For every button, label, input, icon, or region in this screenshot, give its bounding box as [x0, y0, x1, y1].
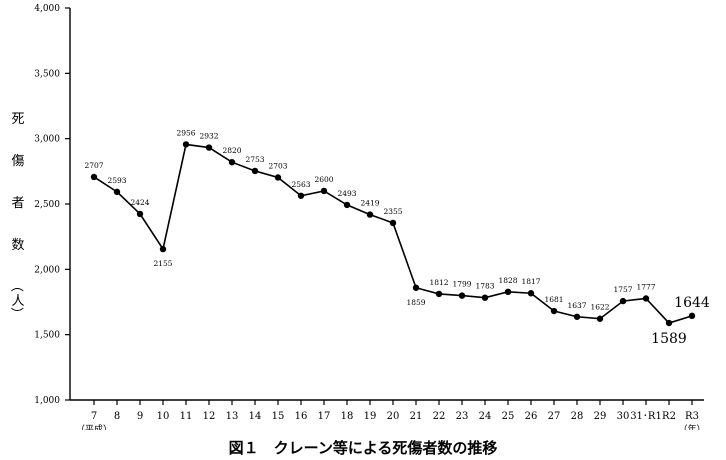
data-label: 1859: [406, 298, 425, 307]
data-label: 1622: [590, 303, 609, 312]
data-label: 1799: [452, 280, 471, 289]
data-point: [527, 290, 535, 297]
data-label: 2600: [314, 175, 333, 184]
x-tick-label: 10: [157, 411, 170, 422]
x-tick-label: 19: [364, 411, 377, 422]
x-tick-label: 12: [203, 411, 216, 422]
data-point: [619, 297, 627, 305]
x-tick-label: 17: [318, 411, 331, 422]
y-axis-title-char: 死: [11, 112, 25, 127]
data-point: [205, 144, 213, 151]
data-label: 2493: [337, 189, 356, 198]
data-label: 1757: [613, 285, 632, 294]
data-label: 2703: [268, 161, 287, 170]
data-point: [665, 319, 673, 327]
y-axis-title-char: 数: [11, 238, 25, 253]
y-tick-label: 2,000: [34, 265, 60, 275]
x-tick-label: 14: [249, 411, 262, 422]
x-tick-label: 16: [295, 411, 308, 422]
x-tick-label: 30: [617, 411, 630, 422]
y-axis-title-char: 人: [11, 294, 25, 309]
data-label: 1817: [521, 277, 540, 286]
data-label: 2155: [153, 259, 172, 268]
x-axis-unit-label: （年）: [678, 423, 705, 430]
x-tick-label: 31･R1: [630, 411, 662, 422]
data-point: [481, 294, 489, 301]
x-tick-label: 9: [137, 411, 143, 422]
data-point: [389, 219, 397, 227]
y-tick-label: 3,000: [34, 135, 60, 145]
data-point: [274, 174, 282, 181]
x-tick-label: 11: [180, 411, 193, 422]
data-label: 2593: [107, 176, 126, 185]
y-axis-title-char: ）: [8, 306, 24, 320]
x-tick-label: 27: [548, 411, 561, 422]
data-label: 2355: [383, 207, 402, 216]
series-line: [93, 143, 693, 324]
x-tick-label: 25: [502, 411, 515, 422]
data-label: 1828: [498, 276, 517, 285]
data-point: [504, 288, 512, 296]
data-point: [113, 188, 121, 196]
data-label: 2563: [291, 180, 310, 189]
data-label: 1812: [429, 278, 448, 287]
x-tick-label: 29: [594, 411, 607, 422]
data-point: [596, 315, 604, 322]
data-point: [688, 312, 696, 320]
x-tick-label: 22: [433, 411, 446, 422]
x-tick-label: 20: [387, 411, 400, 422]
y-tick-label: 4,000: [34, 4, 60, 14]
x-tick-label: 26: [525, 411, 538, 422]
line-chart: 1,000 1,500 2,000 2,500 3,000 3,500 4,000 7 8 9 10…: [34, 4, 710, 430]
data-label: 1783: [475, 282, 494, 291]
y-tick-label: 1,000: [34, 396, 60, 406]
x-tick-label: R3: [685, 411, 699, 422]
data-label: 2956: [176, 128, 195, 137]
y-tick-label: 2,500: [34, 200, 60, 210]
data-point: [320, 187, 328, 195]
chart-title: 図１ クレーン等による死傷者数の推移: [228, 439, 498, 457]
data-point: [343, 201, 351, 209]
data-label: 2419: [360, 199, 379, 208]
x-tick-label: 18: [341, 411, 354, 422]
data-point: [182, 141, 190, 148]
y-axis-title-char: 者: [11, 196, 25, 211]
data-point: [458, 292, 466, 299]
data-label: 2707: [84, 161, 103, 170]
x-tick-label: R2: [662, 411, 676, 422]
x-tick-label: 15: [272, 411, 285, 422]
data-point: [251, 167, 259, 175]
x-axis-era-label: （平成）: [76, 423, 112, 430]
data-point: [136, 210, 144, 218]
x-tick-label: 7: [91, 411, 97, 422]
x-tick-label: 13: [226, 411, 239, 422]
data-label: 2753: [245, 155, 264, 164]
data-point: [297, 192, 305, 199]
x-tick-label: 21: [410, 411, 423, 422]
data-label: 2424: [130, 198, 149, 207]
y-tick-label: 3,500: [34, 69, 60, 79]
data-point: [366, 211, 374, 218]
data-label: 1777: [636, 282, 655, 291]
data-label: 1681: [544, 295, 563, 304]
data-point: [412, 284, 420, 291]
x-tick-label: 23: [456, 411, 469, 422]
data-point: [228, 158, 236, 166]
x-tick-label: 24: [479, 411, 492, 422]
data-label: 1644: [674, 295, 710, 311]
data-point: [642, 295, 650, 302]
x-tick-label: 8: [114, 411, 120, 422]
y-axis-title-char: 傷: [11, 154, 25, 169]
data-label: 1637: [567, 301, 586, 310]
data-point: [573, 313, 581, 320]
data-label: 2932: [199, 132, 218, 141]
y-tick-label: 1,500: [34, 331, 60, 341]
data-point: [159, 245, 167, 253]
data-label: 1589: [651, 331, 687, 347]
data-point: [550, 307, 558, 315]
x-tick-label: 28: [571, 411, 584, 422]
data-label: 2820: [222, 146, 241, 155]
data-point: [435, 290, 443, 298]
data-point: [90, 173, 98, 181]
